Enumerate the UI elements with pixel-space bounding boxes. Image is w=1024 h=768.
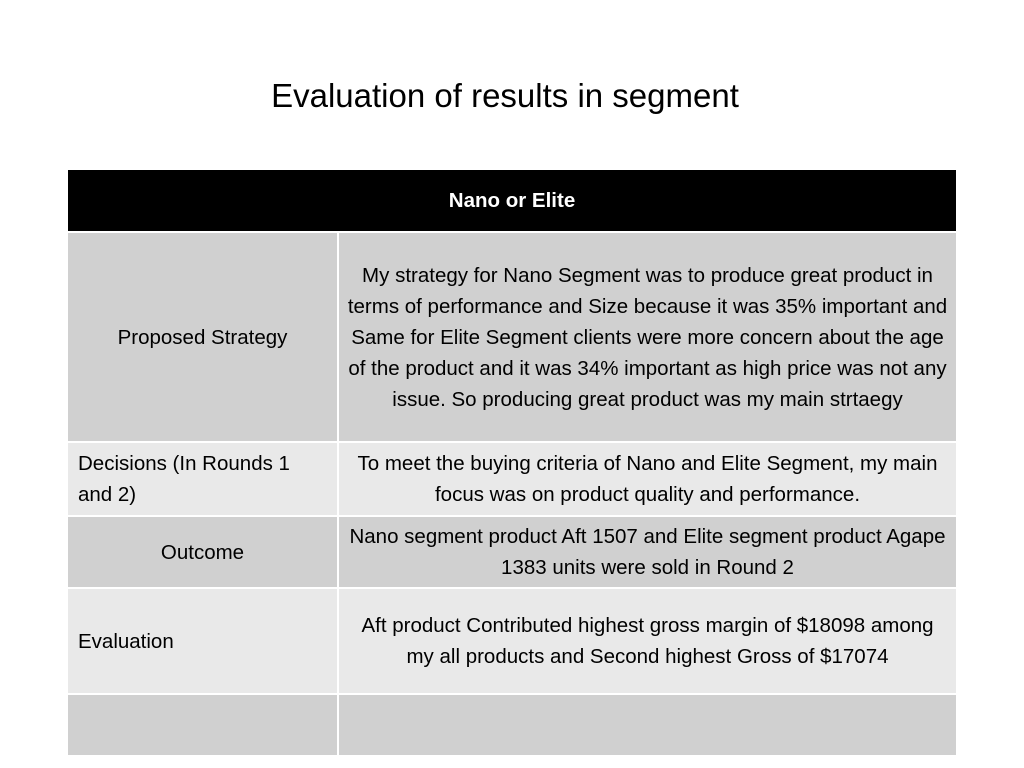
table-row	[68, 694, 956, 757]
row-text-decisions: To meet the buying criteria of Nano and …	[338, 442, 956, 517]
row-text-outcome: Nano segment product Aft 1507 and Elite …	[338, 516, 956, 589]
row-label-empty	[68, 694, 339, 757]
table-header-label: Nano or Elite	[448, 189, 576, 212]
row-label-evaluation: Evaluation	[68, 588, 339, 695]
row-text-empty	[338, 694, 956, 757]
slide-title: Evaluation of results in segment	[271, 77, 739, 114]
evaluation-table: Nano or Elite Proposed Strategy My strat…	[68, 170, 956, 757]
row-label-outcome: Outcome	[68, 516, 339, 589]
row-text-evaluation: Aft product Contributed highest gross ma…	[338, 588, 956, 695]
table-row: Outcome Nano segment product Aft 1507 an…	[68, 516, 956, 589]
row-label-decisions: Decisions (In Rounds 1 and 2)	[68, 442, 339, 517]
row-text-proposed-strategy: My strategy for Nano Segment was to prod…	[338, 232, 956, 443]
table-row: Proposed Strategy My strategy for Nano S…	[68, 232, 956, 443]
table-row: Evaluation Aft product Contributed highe…	[68, 588, 956, 695]
row-label-proposed-strategy: Proposed Strategy	[68, 232, 339, 443]
table-header: Nano or Elite	[68, 170, 956, 233]
table-row: Decisions (In Rounds 1 and 2) To meet th…	[68, 442, 956, 517]
table-header-row: Nano or Elite	[68, 170, 956, 233]
